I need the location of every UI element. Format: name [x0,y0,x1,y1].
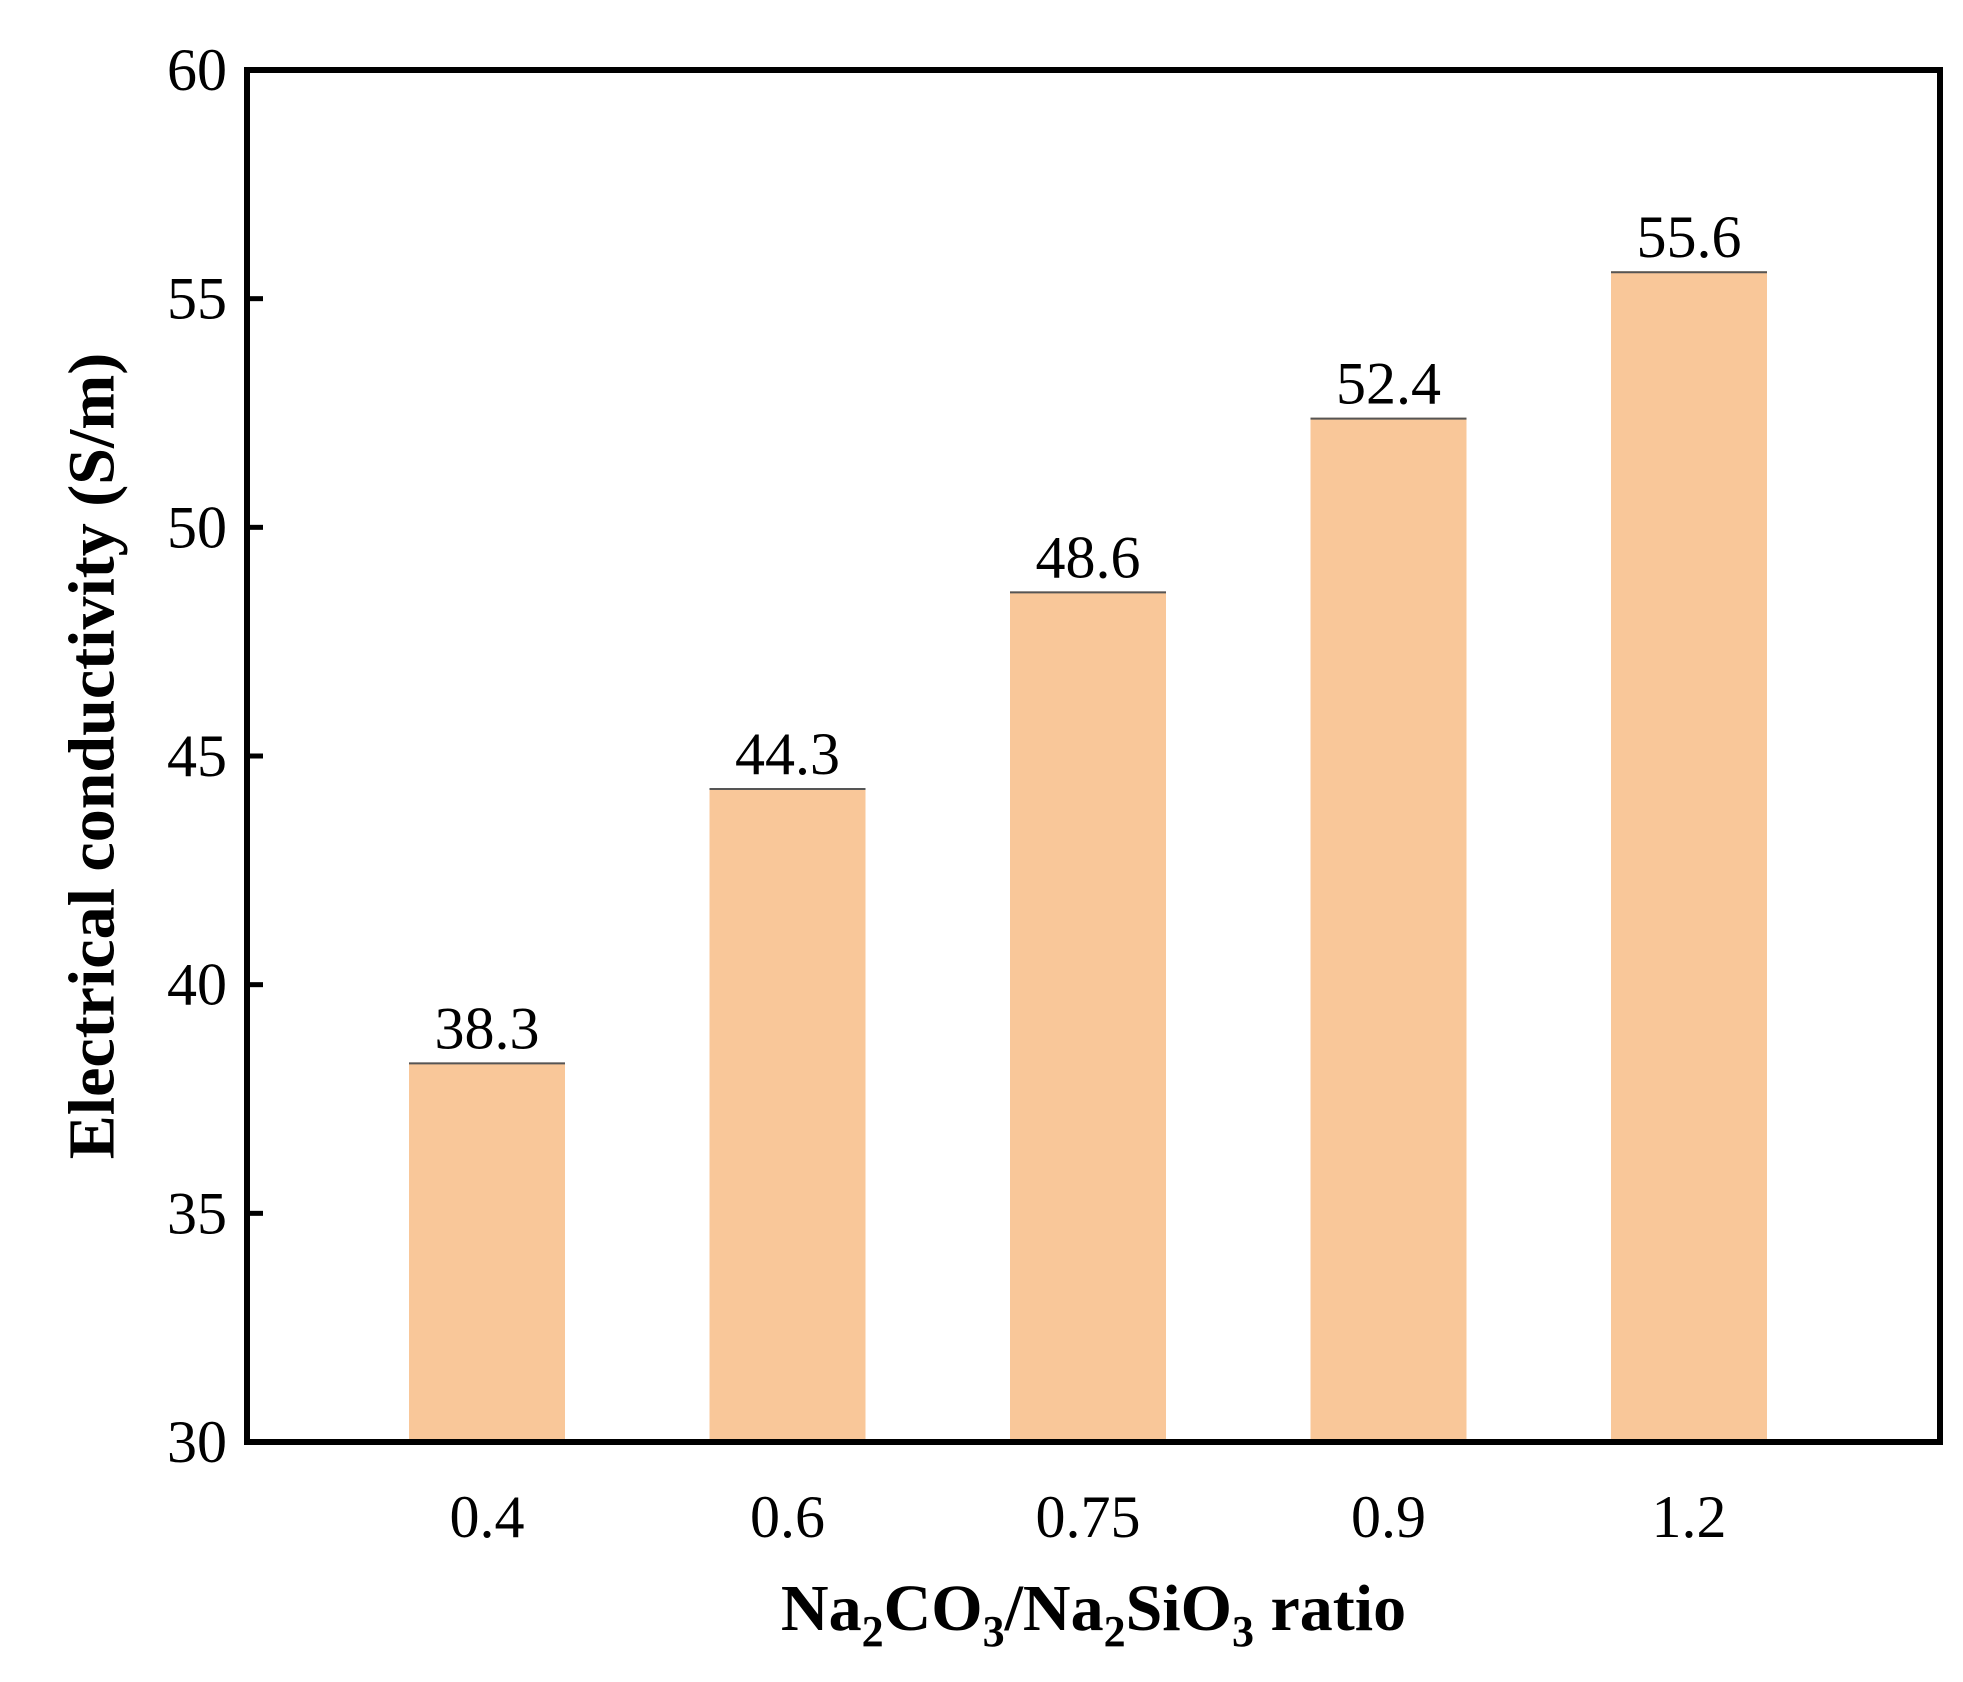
x-axis-title-subscript: 2 [1104,1607,1126,1656]
x-axis-title-subscript: 3 [983,1607,1005,1656]
y-tick-label: 60 [167,37,227,103]
y-tick-label: 30 [167,1409,227,1475]
x-axis: 0.4 0.6 0.75 0.9 1.2 [450,1484,1727,1550]
x-axis-title-part: Na [781,1572,862,1645]
bar-data-label: 38.3 [435,995,540,1061]
x-axis-title-subscript: 2 [862,1607,884,1656]
bar-data-label: 48.6 [1036,524,1141,590]
bar [1611,271,1767,1442]
y-axis: 30 35 40 45 50 55 60 [167,37,263,1475]
y-axis-title: Electrical conductivity (S/m) [56,353,129,1160]
bar-data-label: 55.6 [1637,204,1742,270]
x-tick-label: 0.9 [1351,1484,1426,1550]
x-axis-title-subscript: 3 [1232,1607,1254,1656]
bar [1010,591,1166,1442]
x-tick-label: 1.2 [1652,1484,1727,1550]
x-axis-title-part: SiO [1126,1572,1232,1645]
x-axis-title-part: CO [884,1572,983,1645]
data-labels-layer: 38.3 44.3 48.6 52.4 55.6 [435,204,1742,1061]
y-tick-label: 35 [167,1180,227,1246]
bar-data-label: 52.4 [1336,351,1441,417]
x-tick-label: 0.75 [1036,1484,1141,1550]
bar [409,1062,565,1442]
y-tick-label: 50 [167,494,227,560]
x-tick-label: 0.4 [450,1484,525,1550]
x-axis-title-part: /Na [1004,1572,1104,1645]
y-tick-label: 45 [167,723,227,789]
x-tick-label: 0.6 [750,1484,825,1550]
bar-data-label: 44.3 [735,721,840,787]
bar [1310,417,1467,1442]
x-axis-title-part: ratio [1254,1572,1406,1645]
y-tick-label: 55 [167,266,227,332]
bars-layer [409,271,1767,1442]
x-axis-title: Na2CO3/Na2SiO3 ratio [781,1572,1406,1656]
y-tick-label: 40 [167,952,227,1018]
bar [709,788,866,1442]
